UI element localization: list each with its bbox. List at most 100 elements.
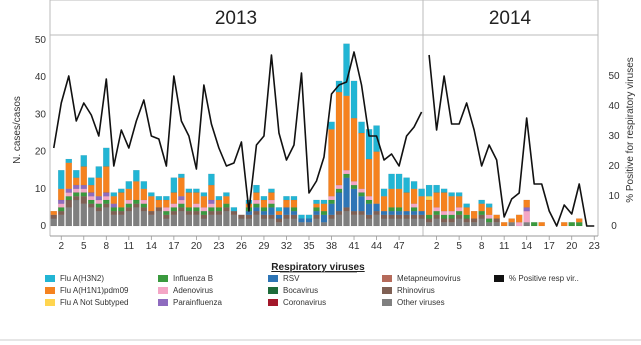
- legend-label: Influenza B: [173, 274, 213, 283]
- legend-swatch: [45, 275, 55, 282]
- bar-segment: [200, 210, 208, 215]
- bar-segment: [223, 203, 230, 208]
- bar-segment: [343, 177, 350, 208]
- bar-segment: [193, 188, 200, 193]
- bar-segment: [185, 192, 193, 208]
- bar-segment: [50, 218, 57, 227]
- x-tick-label: 29: [258, 241, 270, 252]
- bar-segment: [313, 207, 320, 212]
- y-right-tick-label: 20: [608, 161, 620, 172]
- bar-segment: [448, 196, 455, 212]
- bar-segment: [305, 218, 313, 223]
- bar-segment: [455, 196, 463, 208]
- bar-segment: [463, 222, 470, 227]
- bar-segment: [110, 210, 118, 215]
- bar-segment: [163, 196, 170, 201]
- bar-segment: [178, 210, 185, 227]
- bar-segment: [350, 117, 358, 182]
- bar-segment: [335, 80, 343, 93]
- bar-segment: [463, 207, 470, 215]
- bar-segment: [425, 214, 433, 219]
- y-right-tick-label: 50: [608, 71, 620, 82]
- bar-segment: [200, 207, 208, 212]
- bar-segment: [140, 181, 148, 189]
- bar-segment: [208, 184, 215, 201]
- bar-segment: [373, 214, 380, 227]
- bar-segment: [305, 214, 313, 219]
- bar-segment: [50, 210, 57, 215]
- x-tick-label: 2: [434, 241, 440, 252]
- bar-segment: [140, 207, 148, 212]
- bar-segment: [380, 188, 388, 197]
- bar-segment: [95, 196, 103, 201]
- bar-segment: [576, 222, 583, 227]
- bar-segment: [320, 203, 328, 212]
- bar-segment: [140, 199, 148, 204]
- bar-segment: [88, 199, 95, 204]
- bar-segment: [395, 218, 403, 227]
- bar-segment: [88, 192, 95, 197]
- bar-segment: [463, 214, 470, 219]
- bar-segment: [380, 218, 388, 227]
- bar-segment: [433, 184, 440, 193]
- bar-segment: [80, 155, 88, 167]
- bar-segment: [200, 192, 208, 197]
- bar-segment: [88, 184, 95, 193]
- bar-segment: [283, 196, 290, 201]
- bar-segment: [163, 218, 170, 227]
- bar-segment: [73, 170, 80, 178]
- bar-segment: [118, 207, 125, 212]
- bar-segment: [410, 214, 418, 219]
- bar-segment: [95, 177, 103, 197]
- bar-segment: [245, 218, 253, 227]
- bar-segment: [133, 199, 140, 204]
- bar-segment: [425, 218, 433, 223]
- bar-segment: [88, 203, 95, 208]
- bar-segment: [403, 214, 410, 219]
- y-left-tick-label: 20: [35, 147, 47, 158]
- bar-segment: [478, 218, 485, 227]
- bar-segment: [493, 218, 500, 223]
- legend-swatch: [158, 299, 168, 306]
- x-tick-label: 20: [566, 241, 578, 252]
- bar-segment: [245, 199, 253, 204]
- bar-segment: [253, 184, 260, 193]
- x-tick-label: 14: [521, 241, 533, 252]
- bar-segment: [253, 192, 260, 201]
- bar-segment: [170, 177, 178, 193]
- y-axis-left-ticks: 0 10 20 30 40 50: [35, 35, 47, 232]
- bar-segment: [125, 203, 133, 208]
- bar-segment: [95, 203, 103, 208]
- bar-segment: [125, 199, 133, 204]
- bar-segment: [170, 192, 178, 204]
- bar-segment: [178, 177, 185, 197]
- x-tick-label: 8: [104, 241, 110, 252]
- legend-swatch: [45, 299, 55, 306]
- bar-segment: [418, 196, 425, 212]
- bar-segment: [103, 192, 110, 197]
- x-tick-label: 41: [348, 241, 360, 252]
- bar-segment: [403, 177, 410, 193]
- bar-segment: [335, 210, 343, 215]
- bar-segment: [425, 184, 433, 197]
- bar-segment: [388, 207, 395, 212]
- legend-label: Coronavirus: [283, 298, 326, 307]
- bar-segment: [125, 207, 133, 212]
- bar-segment: [103, 147, 110, 167]
- bar-segment: [485, 214, 493, 219]
- bar-segment: [358, 188, 365, 193]
- bar-segment: [178, 203, 185, 208]
- bar-segment: [163, 214, 170, 219]
- bar-segment: [388, 210, 395, 215]
- legend-swatch: [494, 275, 504, 282]
- bar-segment: [418, 188, 425, 197]
- y-axis-left-title: N. cases/casos: [12, 96, 23, 164]
- bar-segment: [388, 173, 395, 189]
- bar-segment: [163, 207, 170, 212]
- bar-segment: [215, 214, 223, 227]
- bar-segment: [58, 210, 65, 215]
- bar-segment: [470, 222, 478, 227]
- bar-segment: [433, 192, 440, 208]
- bar-segment: [260, 214, 268, 219]
- bar-segment: [395, 188, 403, 208]
